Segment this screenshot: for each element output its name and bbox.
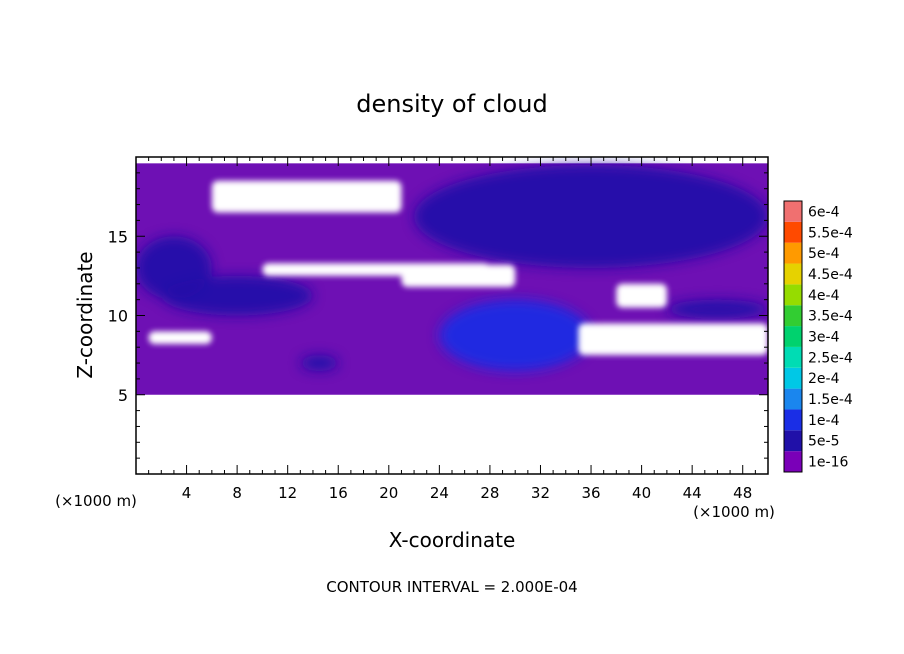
x-tick-label: 44 <box>683 484 702 502</box>
colorbar-label: 5.5e-4 <box>808 225 853 241</box>
contour-interval-note: CONTOUR INTERVAL = 2.000E-04 <box>326 578 577 596</box>
colorbar-swatch <box>784 430 802 452</box>
x-tick-label: 8 <box>232 484 242 502</box>
density-region-5 <box>300 355 339 371</box>
density-region-3 <box>439 299 592 371</box>
colorbar-swatch <box>784 326 802 347</box>
y-axis-label: Z-coordinate <box>73 251 97 378</box>
colorbar-swatch <box>784 409 802 431</box>
x-unit-label-left: (×1000 m) <box>55 492 137 510</box>
colorbar-label: 1.5e-4 <box>808 392 853 408</box>
colorbar-swatch <box>784 263 802 285</box>
colorbar-swatch <box>784 388 802 410</box>
colorbar-label: 5e-5 <box>808 434 839 450</box>
colorbar-label: 2e-4 <box>808 371 840 387</box>
cloud-field-gaps <box>148 180 768 356</box>
x-tick-label: 24 <box>430 484 449 502</box>
x-tick-label: 48 <box>733 484 752 502</box>
colorbar-swatch <box>784 305 802 327</box>
plot-area <box>136 163 768 395</box>
colorbar-swatch <box>784 346 802 368</box>
density-region-4 <box>666 299 768 319</box>
x-tick-label: 12 <box>278 484 297 502</box>
x-tick-label: 4 <box>182 484 192 502</box>
colorbar-label: 1e-16 <box>808 455 848 471</box>
x-tick-label: 28 <box>480 484 499 502</box>
chart-title: density of cloud <box>356 90 547 118</box>
colorbar-label: 3e-4 <box>808 330 840 346</box>
cloud-gap-4 <box>148 331 212 345</box>
colorbar-label: 3.5e-4 <box>808 309 853 325</box>
density-region-1 <box>161 275 313 316</box>
x-tick-label: 16 <box>329 484 348 502</box>
colorbar-frame <box>783 200 803 473</box>
x-unit-label-right: (×1000 m) <box>693 503 775 521</box>
density-region-2 <box>414 164 768 268</box>
colorbar-label: 1e-4 <box>808 413 840 429</box>
colorbar-swatch <box>784 451 802 472</box>
colorbar-swatch <box>784 221 802 243</box>
x-axis-ticks: 4 8 12 16 20 24 28 32 36 40 44 48 <box>148 157 756 502</box>
x-tick-label: 40 <box>632 484 651 502</box>
colorbar-label: 2.5e-4 <box>808 350 853 366</box>
cloud-gap-5 <box>578 323 768 356</box>
cloud-gap-0 <box>211 180 402 213</box>
colorbar-swatch <box>784 367 802 389</box>
colorbar-swatch <box>784 284 802 306</box>
y-axis-ticks: 5 10 15 <box>108 172 768 459</box>
cloud-gap-3 <box>616 283 667 308</box>
colorbar-label: 4e-4 <box>808 288 840 304</box>
y-tick-label: 10 <box>108 307 128 326</box>
x-tick-label: 36 <box>581 484 600 502</box>
x-tick-label: 32 <box>531 484 550 502</box>
colorbar: 1e-16 5e-5 1e-4 1.5e-4 2e-4 2.5e-4 3e-4 3.5e-4 4… <box>783 200 853 473</box>
y-tick-label: 5 <box>118 386 128 405</box>
colorbar-label: 5e-4 <box>808 246 840 262</box>
x-tick-label: 20 <box>379 484 398 502</box>
colorbar-label: 6e-4 <box>808 204 840 220</box>
cloud-field-high-density <box>136 164 768 371</box>
cloud-gap-2 <box>401 264 516 287</box>
colorbar-label: 4.5e-4 <box>808 267 853 283</box>
colorbar-swatch <box>784 242 802 264</box>
x-axis-label: X-coordinate <box>389 528 516 552</box>
y-tick-label: 15 <box>108 227 128 246</box>
colorbar-swatch <box>784 201 802 222</box>
